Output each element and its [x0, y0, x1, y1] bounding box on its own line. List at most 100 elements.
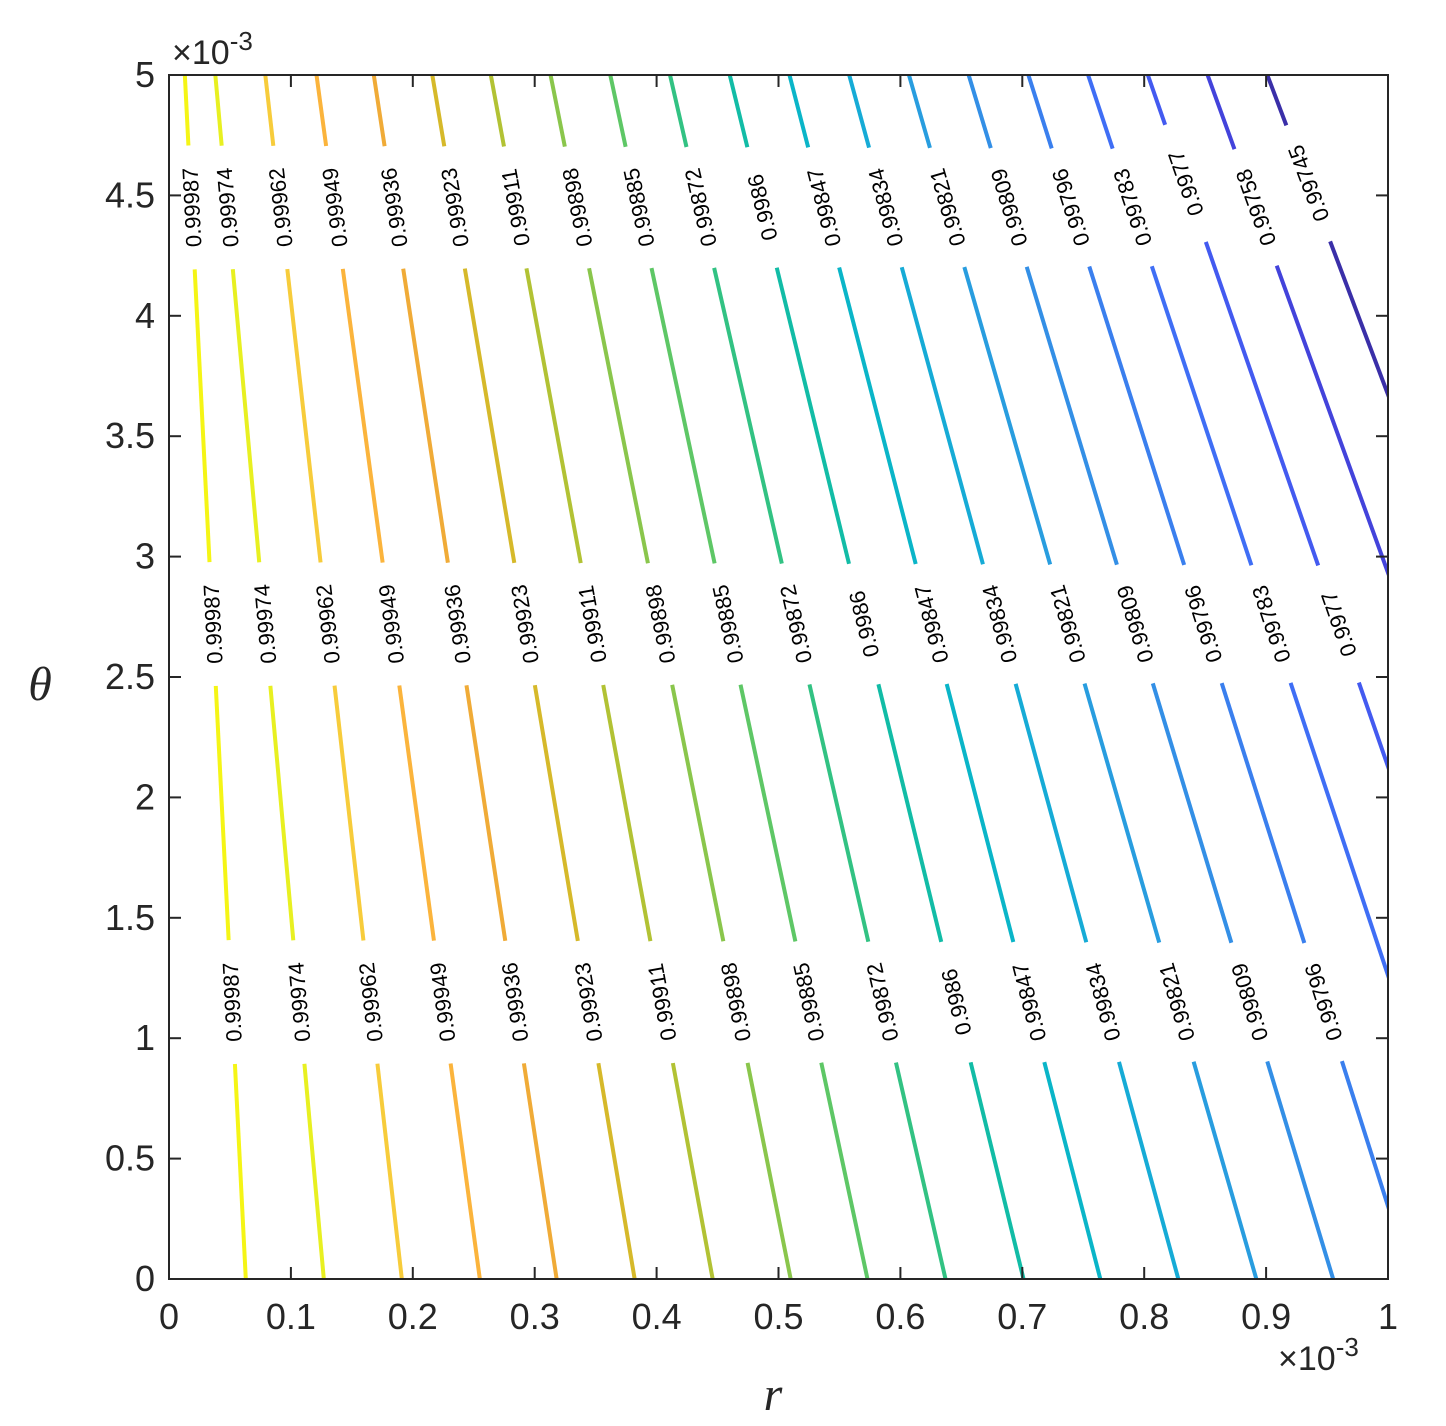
contour-line: [907, 75, 932, 149]
contour-line: [401, 268, 450, 564]
y-tick-label: 3.5: [105, 415, 155, 456]
x-tick-label: 0.3: [510, 1296, 560, 1337]
contour-line: [727, 75, 750, 148]
contour-level-label: 0.99745: [1283, 142, 1334, 225]
contour-line: [230, 269, 262, 563]
contour-line: [608, 75, 628, 148]
contour-level-label: 0.99872: [862, 960, 904, 1043]
contour-line: [1265, 75, 1289, 127]
contour-line: [532, 684, 580, 942]
y-tick-label: 2: [135, 776, 155, 817]
contour-line: [1150, 682, 1234, 944]
contour-line: [375, 1063, 404, 1279]
x-axis-ticks: 0 0.1 0.2 0.3 0.4 0.5 0.6 0.7 0.8 0.9 1: [159, 75, 1398, 1337]
contour-line: [340, 268, 385, 563]
contour-line: [807, 684, 871, 943]
contour-level-label: 0.99987: [199, 584, 228, 665]
contour-level-label: 0.99834: [977, 582, 1022, 665]
contour-line: [213, 685, 231, 941]
contour-line: [182, 75, 191, 146]
contour-line: [263, 75, 276, 147]
contour-level-label: 0.99821: [1154, 960, 1200, 1043]
contour-line: [232, 1063, 248, 1279]
x-tick-label: 0: [159, 1296, 179, 1337]
contour-line: [1087, 265, 1187, 566]
contour-line: [430, 75, 447, 147]
x-tick-label: 0.7: [997, 1296, 1047, 1337]
contour-line: [1042, 1061, 1103, 1279]
contour-line: [1203, 241, 1321, 567]
y-axis-ticks: 0 0.5 1 1.5 2 2.5 3 3.5 4 4.5 5: [105, 54, 1388, 1299]
contour-line: [1082, 683, 1162, 944]
contour-level-label: 0.9986: [742, 172, 782, 243]
contour-line: [464, 685, 508, 942]
contour-level-label: 0.99949: [374, 583, 409, 665]
contour-line: [837, 266, 918, 565]
contour-level-label: 0.99987: [178, 167, 207, 248]
contour-level-label: 0.99962: [311, 583, 345, 665]
contour-level-label: 0.99821: [1045, 582, 1091, 665]
contour-line: [1274, 265, 1388, 579]
contour-level-label: 0.99834: [1081, 960, 1126, 1043]
x-tick-label: 0.5: [753, 1296, 803, 1337]
y-tick-label: 0.5: [105, 1138, 155, 1179]
contour-line: [962, 266, 1053, 566]
contour-level-label: 0.99987: [218, 962, 247, 1043]
y-tick-label: 5: [135, 54, 155, 95]
contour-line: [966, 75, 993, 149]
contour-line: [1265, 1060, 1336, 1279]
y-tick-label: 1.5: [105, 897, 155, 938]
contour-level-label: 0.99974: [249, 583, 281, 664]
contour-line: [285, 268, 323, 563]
contour-level-label: 0.99872: [680, 166, 722, 249]
contour-level-label: 0.99885: [708, 582, 749, 665]
contour-line: [1340, 1060, 1388, 1213]
contour-line: [745, 1062, 793, 1279]
x-tick-label: 0.9: [1241, 1296, 1291, 1337]
contour-level-label: 0.99872: [775, 582, 817, 665]
contour-line: [548, 75, 567, 148]
contour-level-label: 0.99898: [641, 582, 681, 665]
contour-level-label: 0.99885: [788, 960, 829, 1043]
contour-level-label: 0.99898: [557, 166, 597, 249]
contour-level-label: 0.99821: [925, 166, 971, 249]
contour-line: [774, 267, 851, 565]
contour-level-label: 0.99783: [1247, 582, 1296, 665]
contour-line: [968, 1061, 1026, 1279]
contour-line: [1288, 682, 1388, 982]
contour-level-label: 0.99796: [1179, 582, 1227, 665]
x-exponent-label: ×10-3: [1278, 1332, 1359, 1378]
contour-level-label: 0.99949: [317, 166, 352, 248]
contour-line: [397, 685, 436, 941]
contour-line: [1117, 1061, 1181, 1279]
contour-line: [462, 268, 517, 564]
contour-level-label: 0.99911: [643, 961, 682, 1042]
contour-level-label: 0.99898: [716, 961, 756, 1044]
contour-line: [899, 266, 985, 565]
contour-level-label: 0.99923: [436, 166, 474, 249]
contour-line: [213, 75, 224, 146]
contour-level-label: 0.99923: [506, 583, 544, 666]
contour-line: [521, 1063, 559, 1279]
contour-level-label: 0.9977: [1163, 147, 1209, 219]
contour-line: [1205, 75, 1237, 150]
contour-level-label: 0.99974: [283, 961, 315, 1042]
contour-line: [670, 1062, 715, 1279]
contour-line: [1356, 681, 1388, 773]
contour-line: [738, 684, 798, 942]
contour-level-label: 0.99847: [802, 166, 846, 249]
x-tick-label: 1: [1378, 1296, 1398, 1337]
contour-line: [601, 684, 653, 942]
contour-level-label: 0.99758: [1231, 166, 1282, 249]
contour-line: [524, 268, 583, 564]
y-tick-label: 3: [135, 536, 155, 577]
contour-line: [787, 75, 811, 148]
x-tick-label: 0.4: [632, 1296, 682, 1337]
contour-line: [268, 685, 296, 941]
contour-level-label: 0.99834: [863, 166, 908, 249]
x-tick-label: 0.6: [875, 1296, 925, 1337]
contour-level-label: 0.99936: [439, 583, 476, 665]
contour-line: [668, 75, 689, 148]
y-exponent-label: ×10-3: [172, 26, 253, 72]
contour-level-label: 0.99783: [1108, 166, 1157, 249]
